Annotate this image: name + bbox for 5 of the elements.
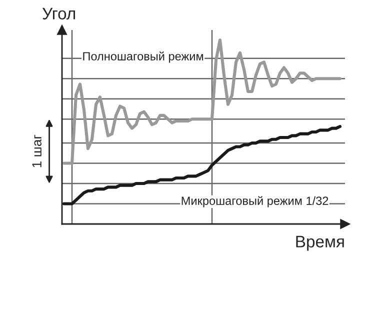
text: 1 шаг: [32, 134, 42, 168]
series-label: Полношаговый режим: [83, 52, 204, 63]
x-axis-title: Время: [296, 236, 344, 251]
y-axis-title: Угол: [42, 8, 76, 20]
series-label: Микрошаговый режим 1/32: [182, 196, 328, 208]
